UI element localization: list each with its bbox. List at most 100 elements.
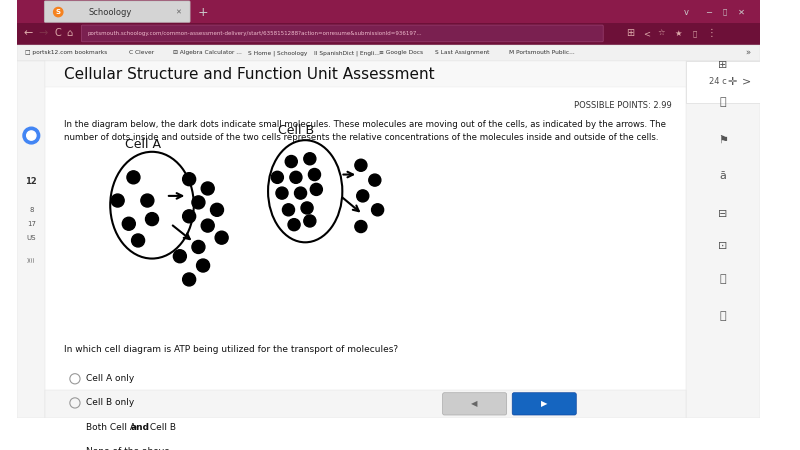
Circle shape bbox=[182, 173, 196, 186]
Text: +: + bbox=[198, 5, 208, 18]
FancyBboxPatch shape bbox=[18, 61, 46, 418]
Circle shape bbox=[197, 259, 210, 272]
Text: ✕: ✕ bbox=[175, 9, 181, 15]
FancyBboxPatch shape bbox=[512, 393, 576, 415]
Text: ≡ Google Docs: ≡ Google Docs bbox=[379, 50, 423, 55]
Circle shape bbox=[286, 156, 298, 167]
Text: S: S bbox=[56, 9, 61, 15]
Text: 〈: 〈 bbox=[720, 310, 726, 321]
FancyBboxPatch shape bbox=[686, 61, 760, 418]
Circle shape bbox=[54, 8, 63, 17]
FancyBboxPatch shape bbox=[18, 23, 760, 45]
Circle shape bbox=[174, 250, 186, 263]
FancyBboxPatch shape bbox=[686, 61, 760, 103]
Text: ⊟ Algebra Calculator ...: ⊟ Algebra Calculator ... bbox=[174, 50, 242, 55]
FancyBboxPatch shape bbox=[46, 61, 686, 418]
Text: v: v bbox=[683, 8, 688, 17]
Text: <: < bbox=[643, 29, 650, 38]
Text: ⬜: ⬜ bbox=[722, 9, 727, 15]
Circle shape bbox=[369, 174, 381, 186]
Text: »: » bbox=[746, 49, 751, 58]
FancyBboxPatch shape bbox=[18, 45, 760, 61]
FancyBboxPatch shape bbox=[46, 390, 686, 418]
Text: ─: ─ bbox=[706, 8, 711, 17]
Text: None of the above.: None of the above. bbox=[86, 447, 173, 450]
Text: ←: ← bbox=[24, 28, 34, 38]
Text: In which cell diagram is ATP being utilized for the transport of molecules?: In which cell diagram is ATP being utili… bbox=[64, 345, 398, 354]
Text: ⊟: ⊟ bbox=[718, 208, 728, 219]
Text: ▶: ▶ bbox=[541, 399, 547, 408]
Text: M Portsmouth Public...: M Portsmouth Public... bbox=[510, 50, 575, 55]
Circle shape bbox=[304, 215, 316, 227]
Text: 8: 8 bbox=[29, 207, 34, 213]
FancyBboxPatch shape bbox=[46, 61, 686, 87]
FancyBboxPatch shape bbox=[18, 0, 760, 23]
Text: ā: ā bbox=[719, 171, 726, 181]
Text: ⚑: ⚑ bbox=[718, 134, 728, 144]
Circle shape bbox=[141, 194, 154, 207]
Circle shape bbox=[271, 171, 283, 183]
Text: Both Cell A: Both Cell A bbox=[86, 423, 139, 432]
Text: Cellular Structure and Function Unit Assessment: Cellular Structure and Function Unit Ass… bbox=[64, 67, 434, 82]
Text: Cell B only: Cell B only bbox=[86, 398, 134, 407]
Text: ⊡: ⊡ bbox=[718, 241, 728, 251]
Circle shape bbox=[210, 203, 223, 216]
Text: ✛: ✛ bbox=[727, 76, 737, 87]
Text: ★: ★ bbox=[674, 29, 682, 38]
Circle shape bbox=[111, 194, 124, 207]
Circle shape bbox=[310, 183, 322, 195]
Text: POSSIBLE POINTS: 2.99: POSSIBLE POINTS: 2.99 bbox=[574, 101, 672, 110]
Text: and: and bbox=[130, 423, 150, 432]
Circle shape bbox=[371, 204, 384, 216]
Text: ⊞: ⊞ bbox=[718, 60, 728, 70]
Circle shape bbox=[202, 182, 214, 195]
Circle shape bbox=[23, 127, 40, 144]
Circle shape bbox=[276, 187, 288, 199]
Text: ⛶: ⛶ bbox=[720, 274, 726, 284]
Text: Cell B: Cell B bbox=[278, 124, 314, 137]
Text: In the diagram below, the dark dots indicate small molecules. These molecules ar: In the diagram below, the dark dots indi… bbox=[64, 120, 666, 129]
Circle shape bbox=[355, 159, 367, 171]
Circle shape bbox=[301, 202, 313, 214]
Circle shape bbox=[357, 190, 369, 202]
Text: 12: 12 bbox=[26, 177, 37, 186]
Text: ⬜: ⬜ bbox=[693, 30, 698, 37]
Circle shape bbox=[290, 171, 302, 183]
Text: )))): )))) bbox=[27, 258, 35, 263]
Text: S Home | Schoology: S Home | Schoology bbox=[248, 50, 307, 56]
Text: ◀: ◀ bbox=[471, 399, 478, 408]
Text: II SpanishDict | Engli...: II SpanishDict | Engli... bbox=[314, 50, 380, 56]
Circle shape bbox=[192, 240, 205, 253]
Text: ⌂: ⌂ bbox=[66, 28, 73, 38]
Circle shape bbox=[215, 231, 228, 244]
Circle shape bbox=[288, 219, 300, 231]
Text: ⊞: ⊞ bbox=[626, 28, 634, 38]
Text: C: C bbox=[55, 28, 62, 38]
FancyBboxPatch shape bbox=[82, 25, 603, 42]
Text: C Clever: C Clever bbox=[129, 50, 154, 55]
Text: Schoology: Schoology bbox=[89, 8, 132, 17]
Text: →: → bbox=[38, 28, 48, 38]
Circle shape bbox=[122, 217, 135, 230]
Circle shape bbox=[192, 196, 205, 209]
Text: ✕: ✕ bbox=[738, 8, 745, 17]
Circle shape bbox=[202, 219, 214, 232]
Text: >: > bbox=[742, 76, 751, 87]
Circle shape bbox=[294, 187, 306, 199]
Text: S Last Assignment: S Last Assignment bbox=[435, 50, 490, 55]
FancyBboxPatch shape bbox=[44, 1, 190, 22]
Circle shape bbox=[131, 234, 145, 247]
Circle shape bbox=[182, 210, 196, 223]
Circle shape bbox=[127, 171, 140, 184]
Text: ☆: ☆ bbox=[658, 29, 666, 38]
Text: 17: 17 bbox=[27, 221, 36, 227]
Circle shape bbox=[355, 220, 367, 233]
Circle shape bbox=[26, 131, 36, 140]
Circle shape bbox=[182, 273, 196, 286]
Text: US: US bbox=[26, 234, 36, 241]
Text: □ portsk12.com bookmarks: □ portsk12.com bookmarks bbox=[25, 50, 107, 55]
Circle shape bbox=[146, 212, 158, 225]
Circle shape bbox=[282, 204, 294, 216]
Text: Cell A only: Cell A only bbox=[86, 374, 134, 383]
Text: ⓘ: ⓘ bbox=[720, 97, 726, 107]
